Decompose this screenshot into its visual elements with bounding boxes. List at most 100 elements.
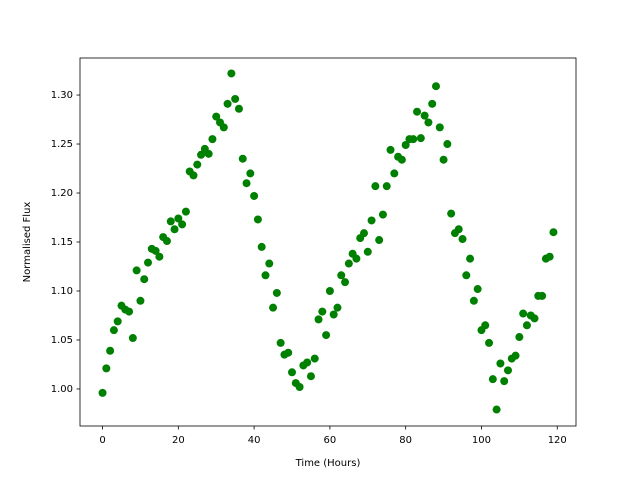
y-tick-label: 1.30 [51, 90, 73, 101]
point [314, 315, 323, 324]
point [420, 111, 429, 120]
point [102, 364, 111, 373]
point [397, 155, 406, 164]
point [363, 247, 372, 256]
point [250, 191, 259, 200]
y-tick-label: 1.20 [51, 188, 73, 199]
point [390, 169, 399, 178]
point [181, 207, 190, 216]
x-tick-label: 40 [248, 435, 261, 446]
point [113, 317, 122, 326]
point [522, 321, 531, 330]
plot-area [80, 58, 576, 426]
point [538, 291, 547, 300]
point [204, 149, 213, 158]
point [530, 314, 539, 323]
point [416, 134, 425, 143]
y-tick-label: 1.05 [51, 335, 73, 346]
point [208, 135, 217, 144]
point [242, 179, 251, 188]
point [132, 266, 141, 275]
point [375, 236, 384, 245]
point [162, 237, 171, 246]
point [246, 169, 255, 178]
point [261, 271, 270, 280]
point [272, 288, 281, 297]
point [197, 150, 206, 159]
point [310, 354, 319, 363]
point [151, 246, 160, 255]
point [545, 252, 554, 261]
point [288, 368, 297, 377]
point [473, 285, 482, 294]
point [333, 303, 342, 312]
point [284, 348, 293, 357]
point [257, 242, 266, 251]
point [223, 99, 232, 108]
point [549, 228, 558, 237]
y-axis-label: Normalised Flux [22, 202, 33, 283]
point [178, 220, 187, 229]
point [193, 160, 202, 169]
point [371, 182, 380, 191]
x-tick-label: 80 [399, 435, 412, 446]
point [295, 383, 304, 392]
point [238, 154, 247, 163]
point [306, 372, 315, 381]
point [276, 338, 285, 347]
point [174, 214, 183, 223]
point [125, 307, 134, 316]
point [503, 366, 512, 375]
y-tick-label: 1.15 [51, 237, 73, 248]
point [431, 82, 440, 91]
y-tick-label: 1.25 [51, 139, 73, 150]
point [458, 235, 467, 244]
point [344, 259, 353, 268]
point [352, 254, 361, 263]
x-tick-label: 60 [324, 435, 337, 446]
point [219, 123, 228, 132]
point [443, 140, 452, 149]
point [515, 333, 524, 342]
point [519, 309, 528, 318]
point [136, 296, 145, 305]
point [189, 171, 198, 180]
point [106, 346, 115, 355]
point [409, 135, 418, 144]
point [140, 275, 149, 284]
y-tick-label: 1.00 [51, 384, 73, 395]
point [511, 351, 520, 360]
point [466, 254, 475, 263]
point [378, 210, 387, 219]
point [234, 104, 243, 113]
point [492, 405, 501, 414]
point [109, 326, 118, 335]
point [435, 123, 444, 132]
point [359, 229, 368, 238]
x-tick-label: 20 [172, 435, 185, 446]
point [401, 141, 410, 150]
point [485, 338, 494, 347]
point [469, 296, 478, 305]
point [318, 307, 327, 316]
point [413, 107, 422, 116]
x-tick-label: 0 [99, 435, 105, 446]
point [424, 118, 433, 127]
point [447, 209, 456, 218]
point [488, 375, 497, 384]
point [428, 99, 437, 108]
point [269, 303, 278, 312]
point [496, 359, 505, 368]
point [367, 216, 376, 225]
point [454, 225, 463, 234]
point [337, 271, 346, 280]
point [265, 259, 274, 268]
point [227, 69, 236, 78]
point [155, 252, 164, 261]
point [212, 112, 221, 121]
x-axis-label: Time (Hours) [295, 458, 361, 469]
point [386, 145, 395, 154]
y-tick-label: 1.10 [51, 286, 73, 297]
x-tick-label: 100 [472, 435, 491, 446]
